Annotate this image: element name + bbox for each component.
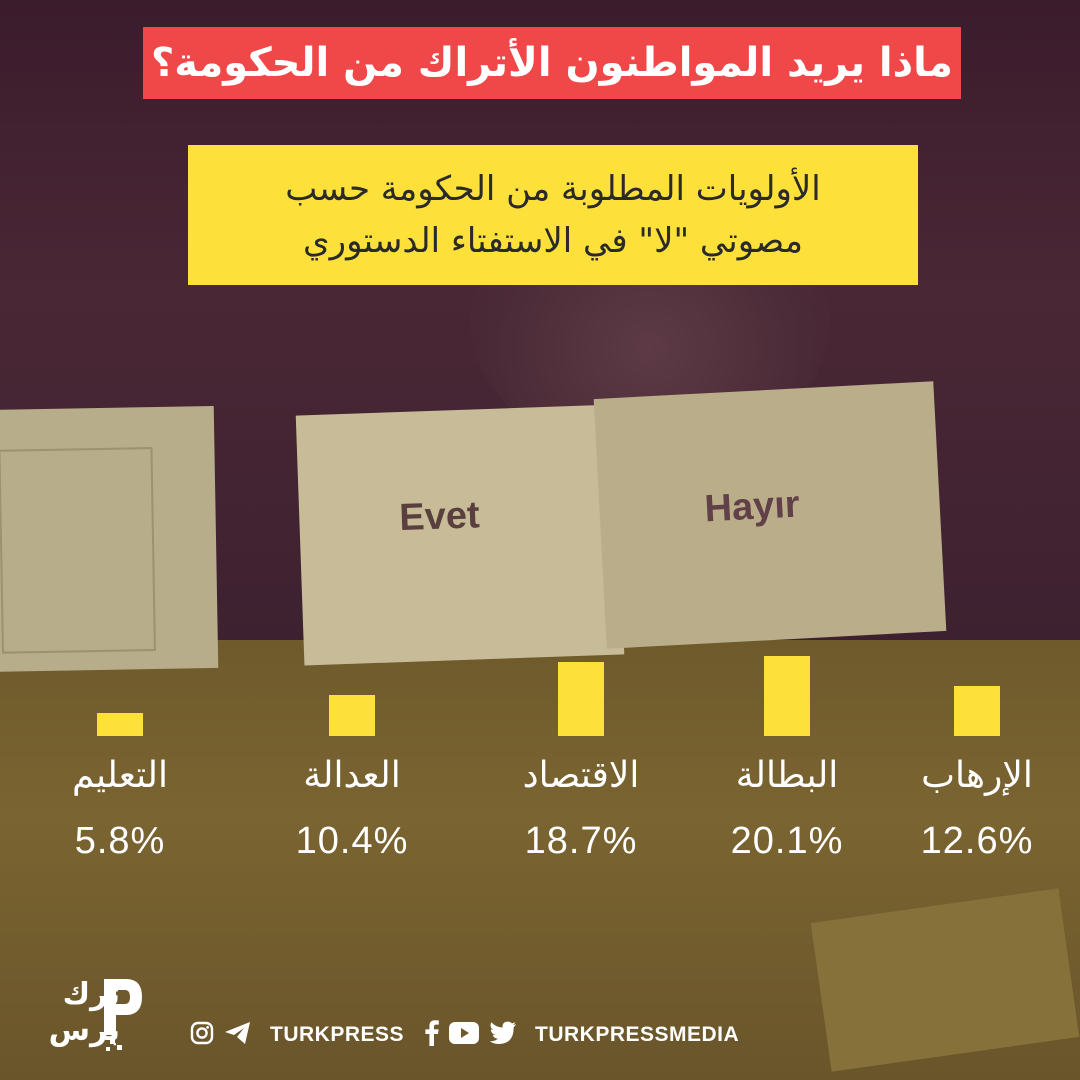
value-label-3: 18.7% xyxy=(524,820,638,862)
twitter-icon[interactable] xyxy=(489,1021,517,1049)
handle-turkpress[interactable]: TURKPRESS xyxy=(270,1023,405,1046)
bar-2 xyxy=(764,656,810,736)
category-label-3: الاقتصاد xyxy=(522,755,640,796)
facebook-icon[interactable] xyxy=(425,1020,439,1050)
bar-3 xyxy=(558,662,604,736)
bar-5 xyxy=(97,713,143,736)
category-label-2: البطالة xyxy=(735,755,839,796)
value-label-4: 10.4% xyxy=(295,820,409,862)
category-label-5: التعليم xyxy=(72,755,168,796)
logo-p-icon xyxy=(104,979,142,1051)
category-label-1: الإرهاب xyxy=(921,755,1033,796)
bar-4 xyxy=(329,695,375,736)
chart-subtitle: الأولويات المطلوبة من الحكومة حسب مصوتي … xyxy=(188,145,918,285)
youtube-icon[interactable] xyxy=(449,1022,479,1048)
bar-chart: الإرهاب 12.6% البطالة 20.1% الاقتصاد 18.7% الع… xyxy=(0,600,1080,900)
subtitle-line-2: مصوتي "لا" في الاستفتاء الدستوري xyxy=(303,221,803,261)
value-label-2: 20.1% xyxy=(730,820,844,862)
subtitle-line-1: الأولويات المطلوبة من الحكومة حسب xyxy=(285,169,821,209)
value-label-1: 12.6% xyxy=(920,820,1034,862)
handle-turkpressmedia[interactable]: TURKPRESSMEDIA xyxy=(535,1023,740,1046)
footer: ترك برس TURKPRESS xyxy=(0,970,1080,1080)
social-group-1: TURKPRESS xyxy=(190,1018,404,1052)
chart-title: ماذا يريد المواطنون الأتراك من الحكومة؟ xyxy=(143,27,961,99)
value-label-5: 5.8% xyxy=(74,820,166,862)
social-group-2: TURKPRESSMEDIA xyxy=(425,1018,739,1052)
turkpress-logo: ترك برس xyxy=(40,975,155,1065)
category-label-4: العدالة xyxy=(303,755,401,796)
card-evet-text: Evet xyxy=(398,494,481,540)
telegram-icon[interactable] xyxy=(224,1021,252,1049)
instagram-icon[interactable] xyxy=(190,1021,214,1049)
card-hayir-text: Hayır xyxy=(703,483,801,531)
bar-1 xyxy=(954,686,1000,736)
